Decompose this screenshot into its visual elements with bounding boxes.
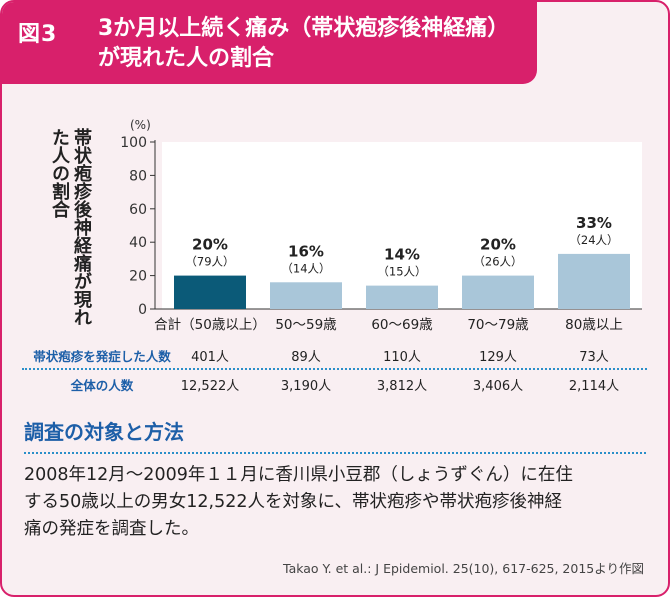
bar: [270, 282, 342, 309]
section-body: 2008年12月〜2009年１１月に香川県小豆郡（しょうずぐん）に在住 する50…: [24, 462, 644, 543]
table-cell: 3,812人: [376, 379, 428, 394]
x-tick-label: 70〜79歳: [467, 317, 529, 333]
x-tick-label: 50〜59歳: [275, 317, 337, 333]
figure-header: 図3 3か月以上続く痛み（帯状疱疹後神経痛）が現れた人の割合: [2, 2, 537, 84]
bar: [462, 275, 534, 309]
table-row-cases: 帯状疱疹を発症した人数 401人 89人 110人 129人 73人: [22, 340, 647, 368]
bar-value-label: 16%: [288, 242, 324, 260]
source-citation: Takao Y. et al.: J Epidemiol. 25(10), 61…: [283, 561, 644, 576]
figure-title: 3か月以上続く痛み（帯状疱疹後神経痛）が現れた人の割合: [98, 16, 510, 71]
table-cell: 129人: [479, 350, 517, 365]
y-tick-label: 80: [129, 168, 147, 184]
bar-value-label: 33%: [576, 214, 612, 232]
table-cell: 73人: [579, 350, 609, 365]
y-tick-label: 100: [120, 135, 147, 151]
figure-number: 図3: [18, 22, 58, 47]
table-cell: 12,522人: [180, 379, 240, 394]
bar-value-label: 14%: [384, 246, 420, 264]
table-cell: 3,406人: [472, 379, 524, 394]
bar-count-label: （15人）: [377, 265, 426, 279]
section-heading: 調査の対象と方法: [24, 420, 184, 444]
body-line-3: 痛の発症を調査した。: [24, 519, 199, 539]
table-row-label: 全体の人数: [70, 378, 134, 393]
body-line-1: 2008年12月〜2009年１１月に香川県小豆郡（しょうずぐん）に在住: [24, 465, 573, 485]
x-tick-label: 60〜69歳: [371, 317, 433, 333]
y-tick-label: 20: [129, 269, 147, 285]
y-tick-label: 0: [138, 302, 147, 318]
table-cell: 3,190人: [280, 379, 332, 394]
y-axis-unit: (%): [130, 118, 151, 132]
bar-value-label: 20%: [480, 236, 516, 254]
table-row-total: 全体の人数 12,522人 3,190人 3,812人 3,406人 2,114人: [22, 369, 647, 397]
x-tick-label: 合計（50歳以上）: [154, 317, 266, 333]
table-row-label: 帯状疱疹を発症した人数: [33, 349, 171, 364]
bar: [558, 253, 630, 309]
bar-value-label: 20%: [192, 236, 228, 254]
bar: [174, 275, 246, 309]
bar-count-label: （14人）: [281, 261, 330, 275]
bar: [366, 285, 438, 309]
chart-y-axis-label: 帯状疱疹後神経痛が現れた人の割合: [49, 128, 92, 326]
bar-count-label: （24人）: [569, 233, 618, 247]
table-cell: 110人: [383, 350, 421, 365]
section-divider: [24, 452, 646, 454]
table-cell: 89人: [291, 350, 321, 365]
bar-count-label: （26人）: [473, 255, 522, 269]
body-line-2: する50歳以上の男女12,522人を対象に、帯状疱疹や帯状疱疹後神経: [24, 492, 562, 512]
table-divider: [22, 368, 647, 370]
bar-chart: (%)02040608010020%（79人）合計（50歳以上）16%（14人）…: [120, 118, 642, 333]
table-cell: 401人: [191, 350, 229, 365]
x-tick-label: 80歳以上: [565, 317, 623, 333]
bar-count-label: （79人）: [185, 255, 234, 269]
y-tick-label: 40: [129, 235, 147, 251]
y-tick-label: 60: [129, 202, 147, 218]
table-cell: 2,114人: [568, 379, 620, 394]
